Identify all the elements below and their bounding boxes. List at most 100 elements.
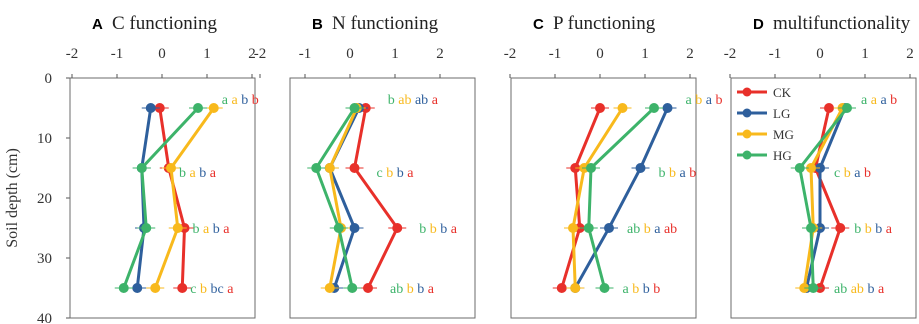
- sig-letter-hg: b: [179, 166, 186, 181]
- panel-title: P functioning: [553, 13, 656, 34]
- data-point-ck: [824, 103, 834, 113]
- sig-letter-lg: ab: [411, 93, 428, 108]
- data-point-lg: [662, 103, 673, 113]
- significance-letters: ab b a ab: [627, 222, 677, 237]
- sig-letter-hg: b: [193, 222, 200, 237]
- sig-letter-mg: b: [692, 93, 703, 108]
- panel-letter: A: [92, 16, 103, 33]
- x-tick-label: 0: [596, 46, 604, 62]
- sig-letter-ck: a: [447, 222, 458, 237]
- data-point-ck: [177, 283, 188, 293]
- legend-marker: [742, 108, 752, 118]
- series-line-hg: [314, 107, 356, 289]
- significance-letters: ab b b a: [390, 282, 435, 297]
- y-tick-label: 20: [37, 191, 52, 207]
- sig-letter-mg: b: [196, 282, 207, 297]
- legend: CK LG MG HG: [737, 85, 794, 163]
- sig-letter-lg: bc: [207, 282, 224, 297]
- legend-label: MG: [773, 127, 794, 142]
- sig-letter-mg: a: [200, 222, 211, 237]
- sig-letter-mg: b: [426, 222, 437, 237]
- sig-letter-lg: b: [196, 166, 207, 181]
- y-tick-label: 40: [37, 311, 52, 324]
- x-tick-label: -1: [769, 46, 782, 62]
- x-tick-label: 0: [158, 46, 166, 62]
- data-point-lg: [604, 223, 614, 233]
- sig-letter-hg: ab: [390, 282, 403, 297]
- data-point-ck: [835, 223, 846, 233]
- x-tick-label: -1: [299, 46, 312, 62]
- plot-frame: [730, 77, 917, 319]
- x-tick-label: 0: [346, 46, 354, 62]
- sig-letter-ck: a: [874, 282, 885, 297]
- sig-letter-hg: b: [659, 166, 666, 181]
- x-tick-label: 2: [686, 46, 694, 62]
- legend-label: CK: [773, 85, 792, 100]
- data-point-mg: [570, 283, 581, 293]
- data-point-hg: [333, 223, 344, 233]
- sig-letter-lg: b: [209, 222, 220, 237]
- data-point-hg: [586, 163, 596, 173]
- panel-title: C functioning: [112, 13, 218, 34]
- sig-letter-lg: b: [872, 222, 883, 237]
- sig-letter-lg: b: [393, 166, 404, 181]
- panel-letter: C: [533, 16, 544, 33]
- significance-letters: a b b b: [623, 282, 661, 297]
- legend-label: LG: [773, 106, 790, 121]
- significance-letters: c b b a: [377, 166, 415, 181]
- sig-letter-lg: b: [639, 282, 650, 297]
- x-tick-label: -2: [66, 46, 79, 62]
- sig-letter-ck: a: [428, 93, 439, 108]
- y-tick-label: 30: [37, 251, 52, 267]
- data-point-mg: [617, 103, 628, 113]
- sig-letter-hg: c: [377, 166, 383, 181]
- sig-letter-hg: a: [861, 93, 868, 108]
- sig-letter-ck: b: [887, 93, 898, 108]
- sig-letter-ck: a: [882, 222, 893, 237]
- significance-letters: a a b b: [222, 93, 259, 108]
- significance-letters: c b bc a: [190, 282, 234, 297]
- sig-letter-mg: a: [228, 93, 239, 108]
- sig-letter-ck: a: [206, 166, 217, 181]
- x-tick-label: 0: [816, 46, 824, 62]
- data-point-hg: [808, 283, 819, 293]
- sig-letter-mg: b: [666, 166, 677, 181]
- sig-letter-hg: a: [623, 282, 630, 297]
- y-tick-label: 0: [45, 71, 53, 87]
- sig-letter-lg: b: [864, 282, 875, 297]
- significance-letters: b b b a: [419, 222, 458, 237]
- sig-letter-lg: a: [877, 93, 888, 108]
- data-point-hg: [806, 223, 816, 233]
- sig-letter-mg: b: [861, 222, 872, 237]
- sig-letter-mg: a: [867, 93, 878, 108]
- sig-letter-ck: b: [248, 93, 259, 108]
- data-point-lg: [145, 103, 156, 113]
- data-point-lg: [349, 223, 360, 233]
- data-point-mg: [324, 163, 335, 173]
- significance-letters: c b a b: [834, 166, 871, 181]
- sig-letter-mg: ab: [847, 282, 864, 297]
- series-line-ck: [158, 107, 186, 289]
- sig-letter-ck: a: [224, 282, 235, 297]
- data-point-hg: [141, 223, 152, 233]
- data-point-mg: [568, 223, 578, 233]
- data-point-hg: [583, 223, 594, 233]
- significance-letters: b b a b: [659, 166, 697, 181]
- panel-letter: B: [312, 16, 323, 33]
- significance-letters: a b a b: [686, 93, 723, 108]
- sig-letter-ck: a: [220, 222, 231, 237]
- sig-letter-mg: a: [186, 166, 197, 181]
- legend-marker: [742, 150, 752, 160]
- sig-letter-ck: ab: [660, 222, 677, 237]
- sig-letter-ck: a: [404, 166, 415, 181]
- sig-letter-ck: b: [712, 93, 723, 108]
- legend-marker: [742, 87, 752, 97]
- y-axis-title: Soil depth (cm): [4, 148, 21, 248]
- sig-letter-ck: a: [424, 282, 435, 297]
- legend-label: HG: [773, 148, 792, 163]
- sig-letter-hg: ab: [627, 222, 640, 237]
- x-tick-label: -1: [549, 46, 562, 62]
